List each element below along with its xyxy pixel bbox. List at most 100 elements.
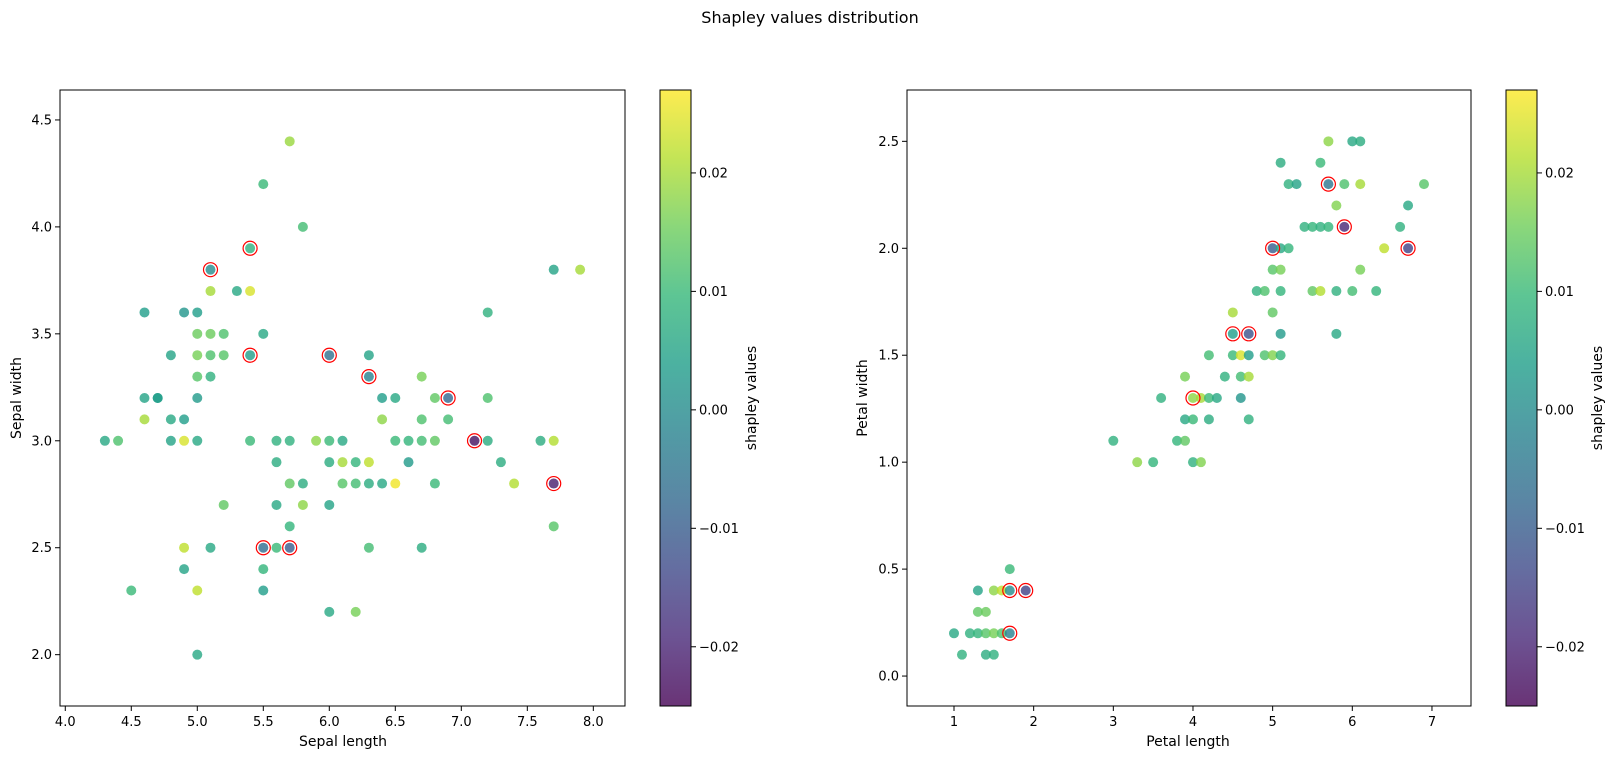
data-point	[390, 393, 401, 403]
x-tick-label: 7.0	[451, 715, 472, 730]
data-point	[192, 649, 203, 660]
data-point	[179, 435, 190, 446]
data-point	[1331, 286, 1342, 297]
data-point	[1203, 393, 1214, 403]
data-point	[192, 350, 203, 361]
data-point	[1315, 286, 1326, 297]
data-point	[1275, 264, 1286, 275]
data-point	[949, 628, 959, 639]
data-point	[1323, 136, 1334, 147]
colorbar-tick-label: −0.02	[1545, 640, 1585, 655]
data-point	[1315, 221, 1326, 232]
data-point	[972, 606, 983, 617]
data-point	[429, 478, 440, 489]
petal-colorbar	[1506, 90, 1537, 706]
data-point	[284, 521, 295, 532]
data-point	[1180, 435, 1191, 446]
x-tick-label: 7.5	[517, 715, 538, 730]
data-point	[390, 435, 401, 446]
data-point	[1195, 457, 1206, 468]
data-point	[443, 414, 454, 425]
x-tick-label: 5	[1269, 715, 1277, 730]
petal-points	[949, 136, 1429, 660]
data-point	[377, 393, 388, 403]
highlight-ring	[242, 347, 258, 363]
data-point	[1195, 393, 1206, 403]
data-point	[429, 393, 440, 403]
data-point	[1371, 286, 1382, 297]
data-point	[179, 564, 190, 575]
highlight-ring	[546, 475, 562, 492]
data-point	[1267, 243, 1278, 254]
x-tick-label: 5.5	[253, 715, 274, 730]
data-point	[1004, 585, 1015, 596]
highlight-ring	[1320, 176, 1337, 192]
petal-y-axis-label: Petal width	[855, 359, 871, 437]
data-point	[113, 435, 124, 446]
highlight-ring	[466, 433, 483, 449]
colorbar-tick-label: 0.02	[699, 166, 728, 181]
data-point	[403, 457, 414, 468]
data-point	[245, 243, 256, 254]
data-point	[363, 542, 374, 553]
data-point	[205, 264, 216, 275]
data-point	[1251, 286, 1262, 297]
data-point	[1339, 221, 1350, 232]
data-point	[324, 499, 335, 510]
sepal-plot-frame	[59, 89, 626, 707]
data-point	[139, 393, 150, 403]
data-point	[350, 606, 361, 617]
data-point	[297, 478, 308, 489]
data-point	[284, 542, 295, 553]
data-point	[1331, 328, 1342, 339]
highlight-ring	[440, 390, 456, 406]
y-tick-label: 4.0	[31, 220, 52, 235]
data-point	[1259, 350, 1270, 361]
data-point	[245, 286, 256, 297]
x-tick-label: 7	[1428, 715, 1436, 730]
data-point	[258, 328, 269, 339]
data-point	[152, 393, 163, 403]
data-point	[377, 478, 388, 489]
data-point	[1275, 350, 1286, 361]
data-point	[1275, 328, 1286, 339]
x-tick-label: 6.0	[319, 715, 340, 730]
highlight-ring	[1002, 625, 1018, 641]
y-tick-label: 1.5	[878, 349, 899, 364]
data-point	[1283, 243, 1294, 254]
highlight-ring	[282, 540, 298, 556]
data-point	[205, 328, 216, 339]
data-point	[337, 457, 348, 468]
data-point	[509, 478, 520, 489]
data-point	[980, 628, 991, 639]
data-point	[575, 264, 586, 275]
data-point	[192, 328, 203, 339]
data-point	[350, 478, 361, 489]
petal-colorbar-frame	[1505, 89, 1538, 707]
data-point	[311, 435, 322, 446]
data-point	[1267, 264, 1278, 275]
data-point	[363, 478, 374, 489]
data-point	[972, 628, 983, 639]
petal-colorbar-label: shapley values	[1590, 346, 1606, 450]
data-point	[1403, 200, 1414, 211]
data-point	[297, 221, 308, 232]
data-point	[245, 435, 256, 446]
data-point	[548, 264, 559, 275]
data-point	[1379, 243, 1390, 254]
data-point	[1211, 393, 1222, 403]
data-point	[548, 478, 559, 489]
y-tick-label: 3.5	[31, 327, 52, 342]
data-point	[1108, 435, 1119, 446]
data-point	[205, 371, 216, 382]
sepal-points	[99, 136, 586, 660]
data-point	[1323, 179, 1334, 190]
highlight-ring	[1265, 240, 1281, 256]
sepal-highlighted-points	[202, 240, 562, 556]
data-point	[980, 649, 991, 660]
colorbar-tick-label: 0.01	[699, 285, 728, 300]
y-tick-label: 3.0	[31, 434, 52, 449]
data-point	[1187, 457, 1198, 468]
colorbar-tick-label: 0.02	[1545, 166, 1574, 181]
colorbar-tick-label: 0.00	[1545, 403, 1574, 418]
